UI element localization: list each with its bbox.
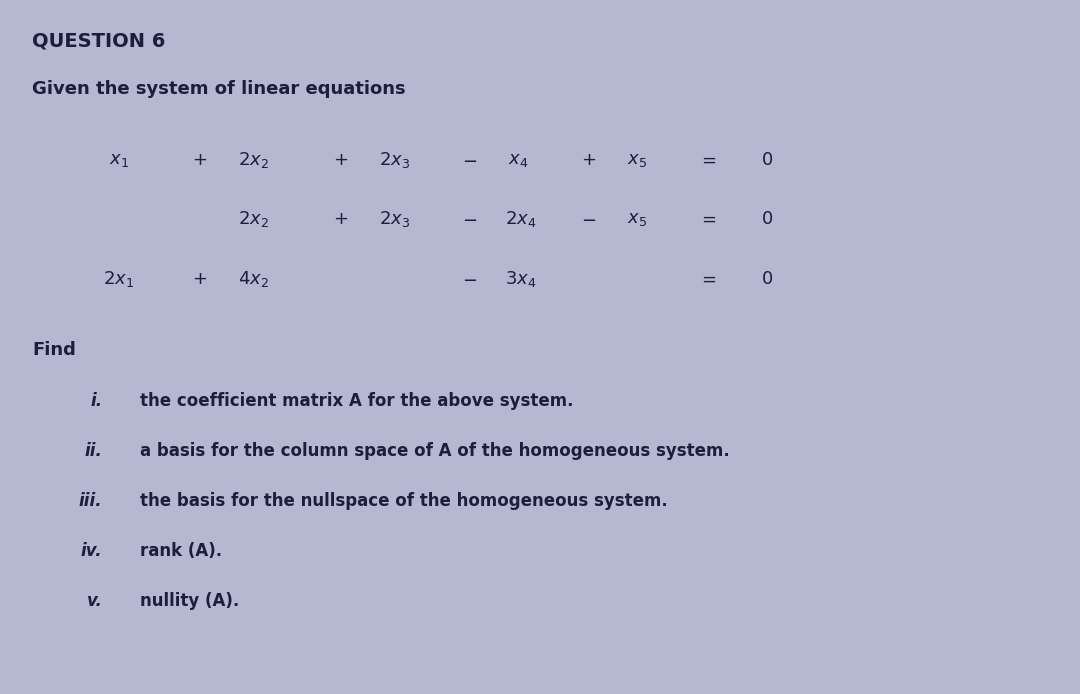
Text: $x_4$: $x_4$ (509, 151, 528, 169)
Text: $-$: $-$ (462, 151, 477, 169)
Text: $x_5$: $x_5$ (627, 210, 647, 228)
Text: $2x_1$: $2x_1$ (104, 269, 134, 289)
Text: QUESTION 6: QUESTION 6 (32, 31, 165, 50)
Text: v.: v. (86, 592, 103, 610)
Text: $2x_2$: $2x_2$ (239, 209, 269, 228)
Text: iv.: iv. (81, 542, 103, 560)
Text: i.: i. (91, 392, 103, 410)
Text: ii.: ii. (84, 442, 103, 460)
Text: $=$: $=$ (698, 210, 717, 228)
Text: Given the system of linear equations: Given the system of linear equations (32, 80, 406, 98)
Text: a basis for the column space of A of the homogeneous system.: a basis for the column space of A of the… (140, 442, 730, 460)
Text: $2x_3$: $2x_3$ (379, 209, 409, 228)
Text: $x_5$: $x_5$ (627, 151, 647, 169)
Text: $0$: $0$ (760, 151, 773, 169)
Text: $3x_4$: $3x_4$ (504, 269, 537, 289)
Text: the basis for the nullspace of the homogeneous system.: the basis for the nullspace of the homog… (140, 492, 669, 510)
Text: $+$: $+$ (333, 151, 348, 169)
Text: $2x_2$: $2x_2$ (239, 150, 269, 169)
Text: $+$: $+$ (192, 270, 207, 288)
Text: $x_1$: $x_1$ (109, 151, 129, 169)
Text: Find: Find (32, 341, 77, 359)
Text: $+$: $+$ (581, 151, 596, 169)
Text: the coefficient matrix A for the above system.: the coefficient matrix A for the above s… (140, 392, 573, 410)
Text: nullity (A).: nullity (A). (140, 592, 240, 610)
Text: $-$: $-$ (581, 210, 596, 228)
Text: $0$: $0$ (760, 270, 773, 288)
Text: $=$: $=$ (698, 151, 717, 169)
Text: $2x_3$: $2x_3$ (379, 150, 409, 169)
Text: $2x_4$: $2x_4$ (504, 209, 537, 228)
Text: rank (A).: rank (A). (140, 542, 222, 560)
Text: $+$: $+$ (333, 210, 348, 228)
Text: $-$: $-$ (462, 210, 477, 228)
Text: iii.: iii. (79, 492, 103, 510)
Text: $0$: $0$ (760, 210, 773, 228)
Text: $4x_2$: $4x_2$ (239, 269, 269, 289)
Text: $=$: $=$ (698, 270, 717, 288)
Text: $+$: $+$ (192, 151, 207, 169)
Text: $-$: $-$ (462, 270, 477, 288)
